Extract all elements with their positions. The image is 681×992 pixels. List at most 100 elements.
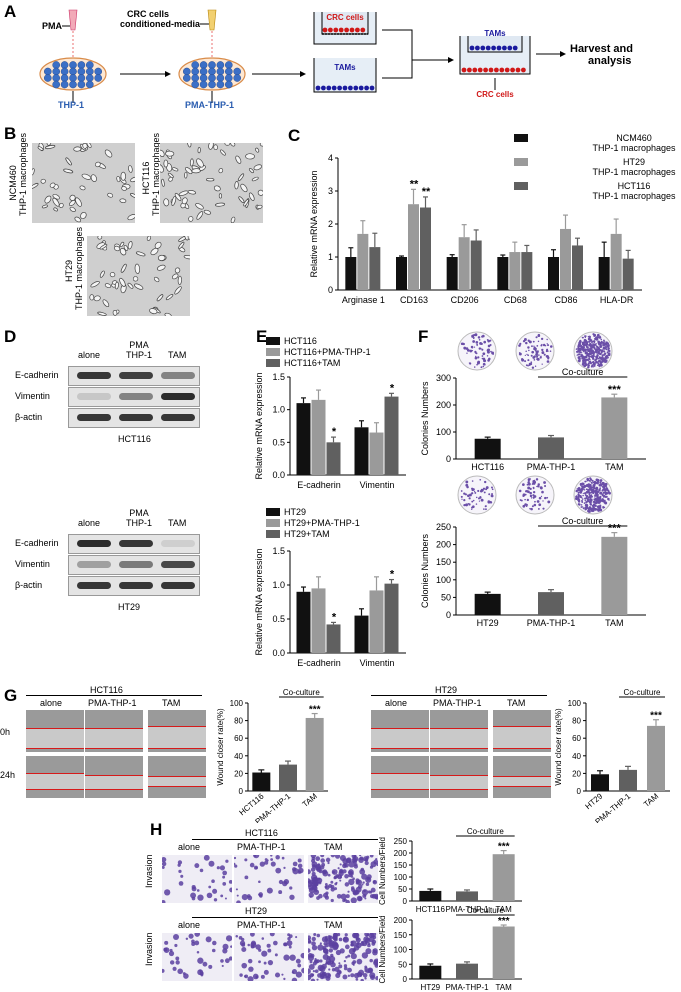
- thp1-cells: [44, 61, 102, 89]
- blot-cell-line: HCT116: [118, 434, 151, 444]
- y-tick-label: 150: [394, 861, 408, 870]
- y-tick-label: 200: [436, 400, 451, 410]
- bar: [521, 252, 533, 290]
- panel-a-label: A: [4, 2, 17, 21]
- x-tick-label: HT29: [421, 983, 441, 992]
- y-tick-label: 150: [436, 557, 451, 567]
- bracket-label: Co-culture: [467, 906, 504, 915]
- blot-col-label: TAM: [168, 350, 187, 360]
- y-tick-label: 100: [568, 699, 582, 708]
- significance-label: *: [332, 426, 337, 438]
- x-tick-label: CD68: [504, 295, 527, 305]
- bar: [369, 247, 381, 290]
- bar: [396, 257, 407, 290]
- y-tick-label: 60: [234, 734, 243, 743]
- bar: [492, 854, 515, 901]
- micrograph-ht29: [87, 236, 190, 316]
- x-tick-label: HLA-DR: [600, 295, 634, 305]
- x-tick-label: PMA-THP-1: [445, 983, 489, 992]
- bracket-label: Co-culture: [562, 368, 604, 377]
- y-tick-label: 0.0: [272, 648, 285, 658]
- culture-plate: [573, 475, 613, 515]
- chart-h-ht29: 0 50 100 150 200 Cell Numbers/Field HT29 PMA-TH…: [378, 906, 522, 992]
- y-axis-label: Colonies Numbers: [420, 381, 430, 456]
- y-tick-label: 50: [441, 592, 451, 602]
- bracket-label: Co-culture: [467, 827, 504, 836]
- invasion-cell-line: HCT116: [245, 828, 278, 838]
- x-tick-label: E-cadherin: [297, 480, 341, 490]
- blot-band: [161, 372, 195, 379]
- y-tick-label: 100: [394, 873, 408, 882]
- svg-text:CRC cells: CRC cells: [476, 90, 514, 99]
- wound-image: [85, 756, 143, 798]
- culture-plate: [457, 331, 497, 371]
- y-tick-label: 40: [234, 752, 243, 761]
- blot-band: [77, 414, 111, 421]
- blot-band: [119, 561, 153, 568]
- legend-swatch: [266, 348, 280, 356]
- bar: [357, 233, 369, 290]
- blot-col-label: alone: [78, 350, 101, 360]
- y-tick-label: 50: [398, 960, 407, 969]
- x-tick-label: CD163: [400, 295, 428, 305]
- bar: [458, 237, 470, 290]
- invasion-col-label: TAM: [324, 920, 343, 930]
- y-tick-label: 0: [577, 787, 582, 796]
- chart-f-ht29: 0 50 100 150 200 250 Colonies Numbers HT29 PMA-T…: [420, 516, 646, 628]
- transwell-crc: CRC cells: [313, 12, 377, 45]
- x-tick-label: E-cadherin: [297, 658, 341, 668]
- wound-image: [148, 756, 206, 798]
- significance-label: ***: [498, 916, 510, 927]
- bar: [369, 590, 384, 653]
- wound-col-label: alone: [385, 698, 408, 708]
- y-tick-label: 20: [572, 769, 581, 778]
- x-tick-label: Arginase 1: [342, 295, 385, 305]
- bar: [311, 588, 326, 653]
- blot-band: [77, 540, 111, 547]
- bar: [601, 536, 628, 615]
- bar: [296, 403, 311, 475]
- bar: [305, 717, 324, 791]
- blot-band: [77, 561, 111, 568]
- bar: [354, 427, 369, 475]
- y-tick-label: 250: [436, 522, 451, 532]
- bar: [354, 615, 369, 653]
- y-tick-label: 2: [328, 219, 333, 229]
- wound-images-ht29: HT29 alone PMA-THP-1 TAM: [345, 685, 551, 815]
- y-tick-label: 100: [436, 427, 451, 437]
- wound-image: [371, 710, 429, 752]
- legend-label: HT29: [623, 157, 645, 167]
- blot-row-label: β-actin: [15, 580, 43, 590]
- invasion-image: [308, 855, 378, 903]
- y-axis-label: Relative mRNA expression: [254, 548, 264, 655]
- blot-strip: [68, 534, 200, 554]
- bar: [598, 257, 610, 290]
- pma-label: PMA: [42, 21, 63, 31]
- blot-band: [77, 393, 111, 400]
- significance-label: *: [332, 611, 337, 623]
- significance-label: ***: [608, 523, 622, 535]
- y-tick-label: 1.0: [272, 580, 285, 590]
- y-axis-label: Cell Numbers/Field: [378, 915, 387, 983]
- blot-strip: [68, 576, 200, 596]
- svg-text:TAMs: TAMs: [334, 63, 356, 72]
- significance-label: ***: [650, 711, 662, 722]
- legend-label: HCT116: [284, 336, 317, 346]
- chart-c: 0 1 2 3 4 Relative mRNA expression Arginase 1 C…: [309, 133, 676, 305]
- pma-thp1-cells: [182, 61, 241, 89]
- wound-images-hct116: HCT116 alone PMA-THP-1 TAM 0h 24h: [0, 685, 215, 815]
- blot-band: [161, 582, 195, 589]
- wound-image: [493, 710, 551, 752]
- y-tick-label: 0.0: [272, 470, 285, 480]
- legend-label: THP-1 macrophages: [592, 143, 676, 153]
- blot-strip: [68, 366, 200, 386]
- bar: [548, 257, 559, 290]
- y-tick-label: 1.0: [272, 405, 285, 415]
- bar: [296, 591, 311, 653]
- b-label-ncm460: NCM460 THP-1 macrophages: [8, 132, 28, 216]
- svg-text:CRC cells: CRC cells: [326, 13, 364, 22]
- y-tick-label: 3: [328, 186, 333, 196]
- legend-swatch: [266, 508, 280, 516]
- bar: [326, 624, 341, 653]
